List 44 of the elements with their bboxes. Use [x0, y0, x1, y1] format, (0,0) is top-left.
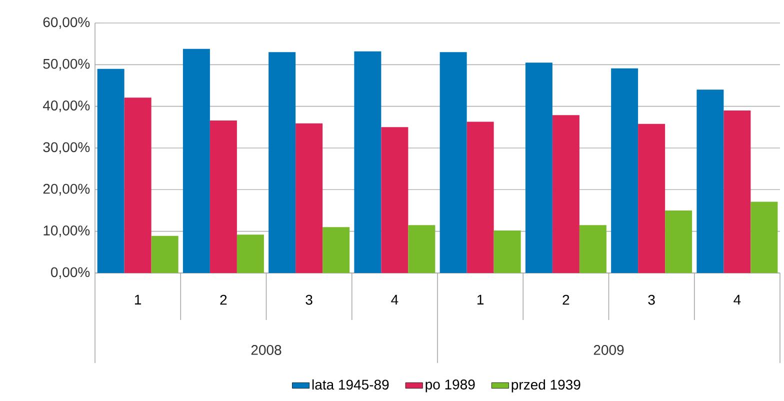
bar [182, 48, 210, 273]
bar [466, 122, 494, 273]
bar [579, 225, 606, 273]
bar [552, 115, 580, 273]
y-tick-label: 60,00% [43, 17, 90, 29]
y-tick-label: 40,00% [42, 100, 90, 112]
bar [750, 202, 778, 273]
y-tick-label: 20,00% [43, 184, 90, 196]
y-tick-label: 10,00% [44, 226, 90, 238]
bar [97, 68, 124, 273]
bar [296, 123, 323, 273]
x-tick-label: 4 [734, 294, 741, 304]
bar [354, 51, 382, 273]
bar [665, 210, 692, 273]
bar [322, 227, 350, 273]
bar [696, 90, 724, 273]
bar [611, 68, 638, 273]
x-tick-label: 2 [220, 294, 227, 305]
bar [236, 234, 264, 273]
bar [525, 62, 552, 273]
legend-label: przed 1939 [512, 379, 580, 392]
text: 2009 [594, 345, 624, 355]
y-tick-label: 30,00% [43, 142, 90, 154]
bar [124, 98, 152, 273]
x-tick-label: 1 [477, 294, 484, 304]
x-tick-label: 3 [306, 294, 312, 305]
text: 2008 [251, 345, 282, 355]
x-tick-label: 3 [648, 294, 655, 305]
x-tick-label: 4 [391, 294, 398, 304]
legend-label: lata 1945-89 [312, 379, 389, 390]
x-tick-label: 1 [134, 294, 142, 304]
bar [268, 52, 296, 273]
bar [210, 120, 237, 273]
bar [638, 124, 666, 273]
y-tick-label: 50,00% [43, 58, 90, 70]
bar [494, 230, 521, 273]
bar [408, 225, 436, 273]
bar [381, 127, 408, 273]
bar [440, 52, 467, 273]
y-tick-label: 0,00% [51, 267, 90, 279]
bar [151, 236, 178, 273]
x-tick-label: 2 [562, 294, 570, 305]
bar [724, 110, 751, 273]
legend-label: po 1989 [426, 380, 475, 392]
